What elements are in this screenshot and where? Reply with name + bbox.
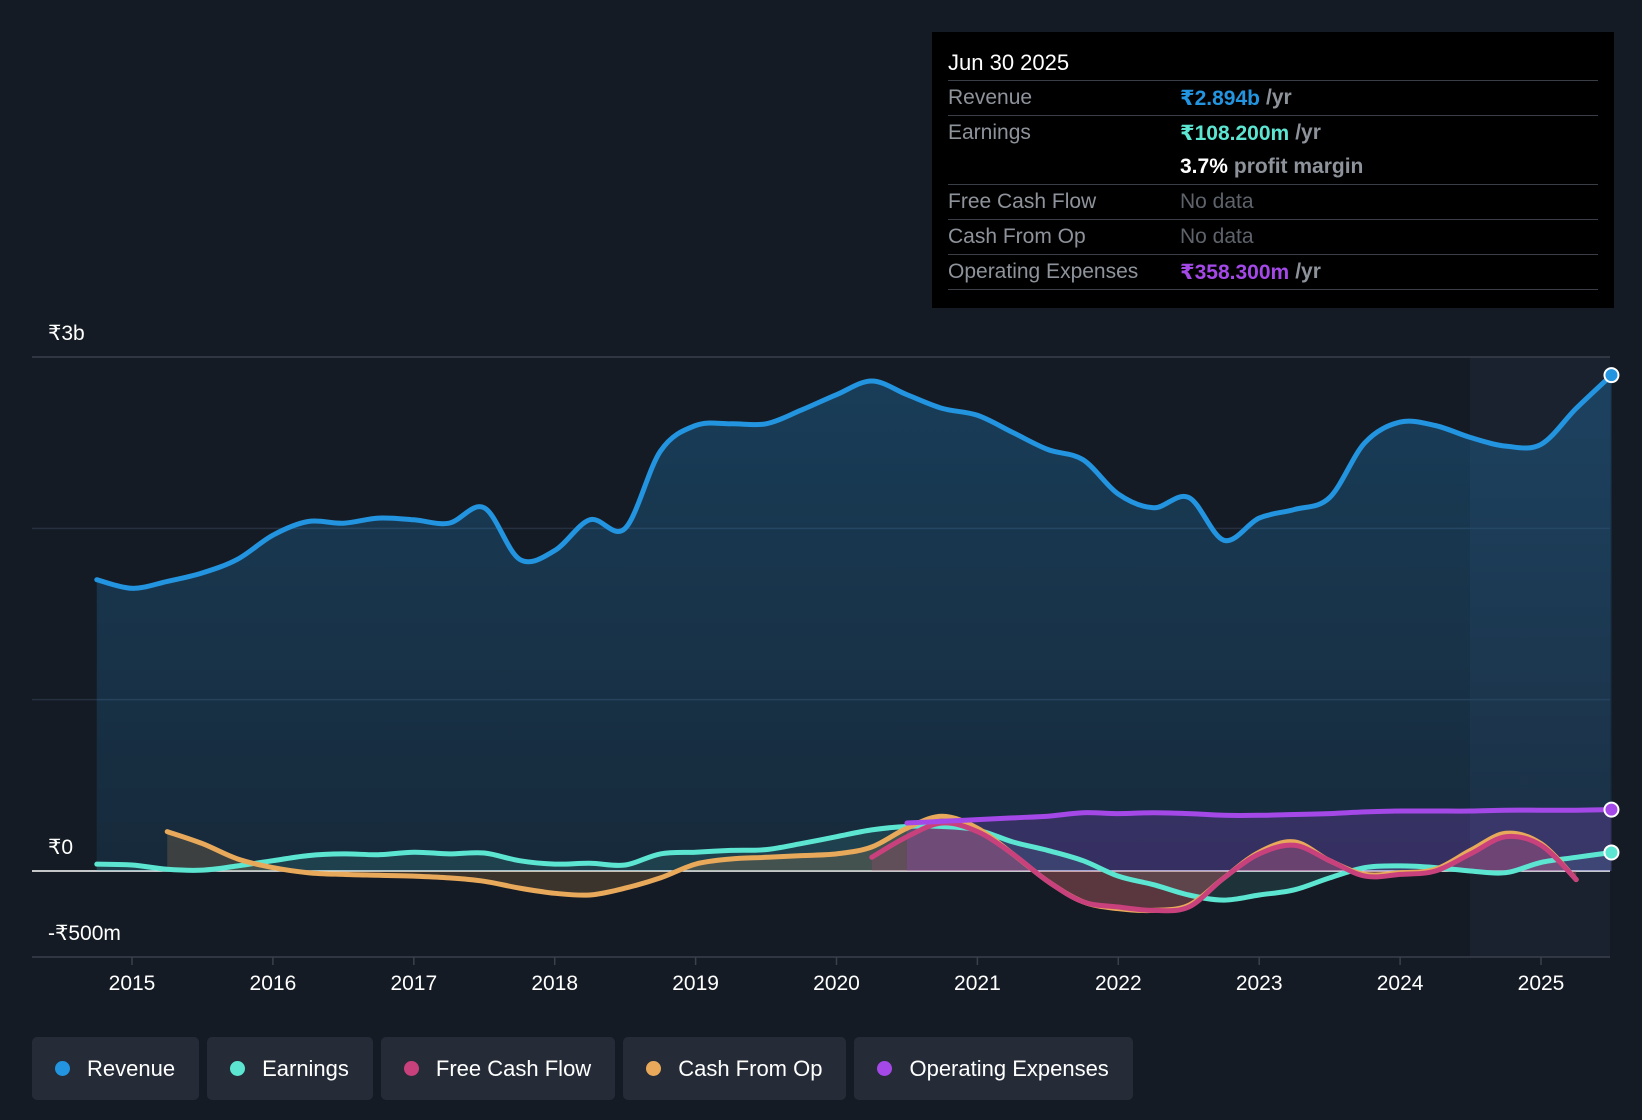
y-tick-label: ₹0 xyxy=(48,836,73,859)
legend-label: Free Cash Flow xyxy=(435,1055,592,1081)
x-tick-label: 2018 xyxy=(531,972,578,995)
legend-label: Cash From Op xyxy=(678,1055,823,1081)
tooltip-row-earnings: Earnings ₹108.200m /yr xyxy=(948,116,1598,150)
tooltip-panel: Jun 30 2025 Revenue ₹2.894b /yr Earnings… xyxy=(932,32,1614,308)
earnings-endpoint xyxy=(1603,844,1620,861)
x-tick-label: 2023 xyxy=(1236,972,1283,995)
tooltip-unit: /yr xyxy=(1295,260,1321,283)
tooltip-date: Jun 30 2025 xyxy=(948,46,1598,81)
tooltip-value: ₹2.894b xyxy=(1180,86,1260,110)
x-tick-label: 2025 xyxy=(1518,972,1565,995)
earnings-line xyxy=(94,823,1614,903)
legend-item-operating-expenses[interactable]: Operating Expenses xyxy=(854,1037,1133,1100)
x-tick-label: 2021 xyxy=(954,972,1001,995)
legend-label: Operating Expenses xyxy=(909,1055,1109,1081)
legend-item-revenue[interactable]: Revenue xyxy=(32,1037,200,1100)
tooltip-value: No data xyxy=(1180,190,1254,213)
legend-label: Revenue xyxy=(87,1055,176,1081)
legend-dot-icon xyxy=(55,1061,70,1076)
x-tick-label: 2017 xyxy=(390,972,437,995)
series-endpoints xyxy=(1603,367,1620,861)
legend-label: Earnings xyxy=(262,1055,349,1081)
tooltip-label: Operating Expenses xyxy=(948,260,1139,283)
tooltip-unit: profit margin xyxy=(1233,155,1364,178)
legend-item-cash-from-op[interactable]: Cash From Op xyxy=(623,1037,847,1100)
legend-dot-icon xyxy=(877,1061,893,1076)
y-tick-label: -₹500m xyxy=(48,922,121,945)
tooltip-row-profit-margin: 3.7% profit margin xyxy=(948,150,1598,185)
revenue-endpoint xyxy=(1603,367,1620,384)
tooltip-label: Revenue xyxy=(948,86,1033,109)
legend: Revenue Earnings Free Cash Flow Cash Fro… xyxy=(32,1037,1133,1100)
legend-dot-icon xyxy=(646,1061,662,1076)
free-cash-flow-area xyxy=(871,822,1577,911)
tooltip-unit: /yr xyxy=(1295,121,1321,144)
tooltip-row-free-cash-flow: Free Cash Flow No data xyxy=(948,185,1598,220)
free-cash-flow-line xyxy=(869,820,1579,914)
revenue-line xyxy=(94,372,1614,591)
series-areas xyxy=(96,375,1612,911)
legend-dot-icon xyxy=(230,1061,246,1076)
tooltip-label: Free Cash Flow xyxy=(948,190,1097,213)
tooltip-row-revenue: Revenue ₹2.894b /yr xyxy=(948,81,1598,116)
legend-item-free-cash-flow[interactable]: Free Cash Flow xyxy=(380,1037,616,1100)
tooltip-value: ₹358.300m xyxy=(1180,260,1290,284)
revenue-area xyxy=(96,375,1612,871)
tooltip-value: No data xyxy=(1180,225,1254,248)
y-axis-labels: ₹3b ₹0 -₹500m xyxy=(48,322,121,945)
legend-item-earnings[interactable]: Earnings xyxy=(207,1037,373,1100)
tooltip-label: Cash From Op xyxy=(948,225,1086,248)
legend-dot-icon xyxy=(403,1061,419,1076)
x-tick-label: 2020 xyxy=(813,972,860,995)
x-tick-label: 2019 xyxy=(672,972,719,995)
tooltip-row-cash-from-op: Cash From Op No data xyxy=(948,220,1598,255)
tooltip-value: 3.7% xyxy=(1180,155,1228,178)
tooltip-unit: /yr xyxy=(1266,86,1292,109)
y-tick-label: ₹3b xyxy=(48,322,85,345)
operating-expenses-area xyxy=(906,809,1612,871)
x-tick-label: 2015 xyxy=(109,972,156,995)
x-tick-label: 2016 xyxy=(250,972,297,995)
tooltip-label: Earnings xyxy=(948,121,1031,144)
operating-expenses-line xyxy=(904,807,1614,826)
earnings-area xyxy=(96,826,1612,901)
x-axis-labels: 2015 2016 2017 2018 2019 2020 2021 2022 2023 2024… xyxy=(109,957,1565,995)
series-lines xyxy=(94,372,1614,914)
x-tick-label: 2022 xyxy=(1095,972,1142,995)
tooltip-row-operating-expenses: Operating Expenses ₹358.300m /yr xyxy=(948,255,1598,290)
x-tick-label: 2024 xyxy=(1377,972,1424,995)
tooltip-value: ₹108.200m xyxy=(1180,121,1290,145)
operating-expenses-endpoint xyxy=(1603,801,1620,818)
